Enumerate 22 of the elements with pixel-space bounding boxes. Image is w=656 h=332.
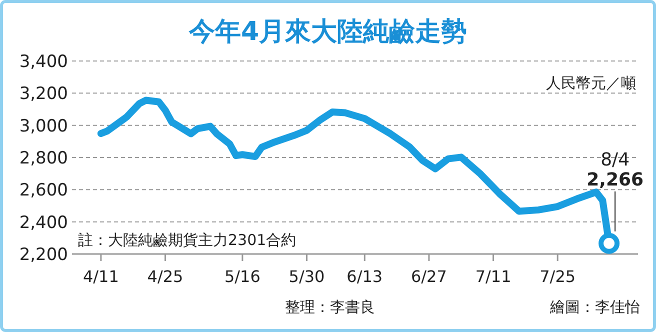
x-tick-label: 5/30 (288, 267, 325, 286)
title: 今年4月來大陸純鹼走勢 (188, 17, 468, 47)
ylabel: 人民幣元／噸 (546, 74, 636, 92)
x-tick-label: 6/13 (346, 267, 383, 286)
y-tick-label: 3,400 (19, 52, 68, 72)
x-tick-label: 4/25 (147, 267, 184, 286)
annotation: 8/4 2,266 (586, 149, 644, 254)
y-tick-label: 3,000 (19, 116, 68, 136)
y-tick-label: 2,200 (19, 245, 68, 265)
x-tick-label: 6/27 (410, 267, 447, 286)
credit: 整理：李書良 (285, 298, 375, 316)
x-tick-label: 7/11 (475, 267, 512, 286)
y-tick-label: 2,800 (19, 148, 68, 168)
x-tick-label: 5/16 (224, 267, 260, 286)
note: 註：大陸純鹼期貨主力2301合約 (78, 231, 296, 249)
y-tick-label: 3,200 (19, 84, 68, 104)
y-tick-label: 2,400 (19, 212, 68, 233)
y-tick-label: 2,600 (19, 180, 68, 201)
x-tick-label: 4/11 (82, 267, 119, 286)
credit: 繪圖：李佳怡 (550, 298, 640, 316)
annotation: 8/4 2,266 (586, 149, 644, 190)
x-tick-label: 7/25 (540, 267, 576, 286)
